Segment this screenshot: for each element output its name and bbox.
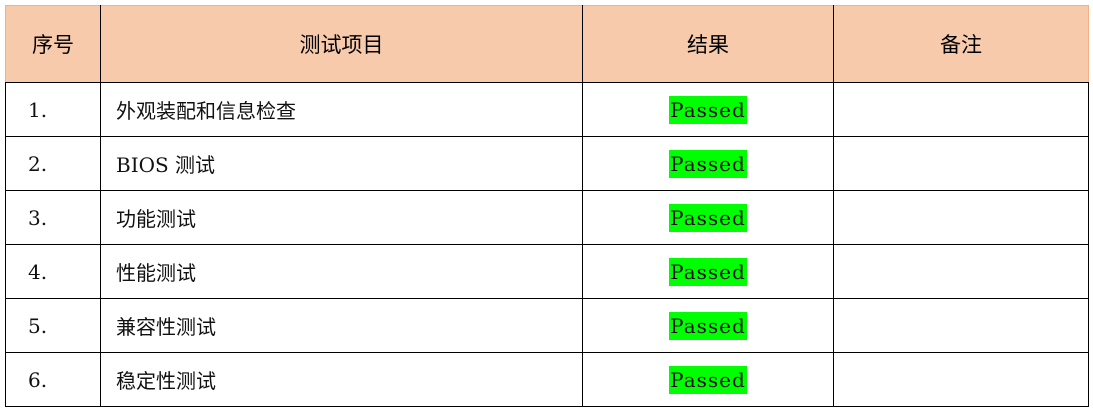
row-number: 5. (5, 298, 101, 353)
note-cell (833, 190, 1089, 245)
table-row: 2. BIOS 测试 Passed (5, 136, 1089, 191)
note-cell (833, 298, 1089, 353)
table-row: 3. 功能测试 Passed (5, 190, 1089, 245)
header-no: 序号 (5, 5, 101, 83)
note-cell (833, 136, 1089, 191)
test-item: 兼容性测试 (100, 298, 583, 353)
result-cell: Passed (582, 352, 834, 407)
passed-badge: Passed (669, 365, 747, 394)
table-row: 1. 外观装配和信息检查 Passed (5, 82, 1089, 137)
passed-badge: Passed (669, 95, 747, 124)
passed-badge: Passed (669, 149, 747, 178)
header-row: 序号 测试项目 结果 备注 (5, 5, 1089, 83)
result-cell: Passed (582, 190, 834, 245)
test-item: 稳定性测试 (100, 352, 583, 407)
note-cell (833, 82, 1089, 137)
passed-badge: Passed (669, 257, 747, 286)
header-result: 结果 (582, 5, 834, 83)
row-number: 3. (5, 190, 101, 245)
row-number: 2. (5, 136, 101, 191)
result-cell: Passed (582, 136, 834, 191)
result-cell: Passed (582, 82, 834, 137)
table-row: 4. 性能测试 Passed (5, 244, 1089, 299)
test-results-table: 序号 测试项目 结果 备注 1. 外观装配和信息检查 Passed 2. BIO… (5, 5, 1089, 407)
note-cell (833, 244, 1089, 299)
table-row: 6. 稳定性测试 Passed (5, 352, 1089, 407)
result-cell: Passed (582, 298, 834, 353)
header-note: 备注 (833, 5, 1089, 83)
row-number: 1. (5, 82, 101, 137)
note-cell (833, 352, 1089, 407)
row-number: 6. (5, 352, 101, 407)
test-item: BIOS 测试 (100, 136, 583, 191)
test-item: 性能测试 (100, 244, 583, 299)
test-item: 外观装配和信息检查 (100, 82, 583, 137)
test-item: 功能测试 (100, 190, 583, 245)
passed-badge: Passed (669, 311, 747, 340)
header-item: 测试项目 (100, 5, 583, 83)
passed-badge: Passed (669, 203, 747, 232)
row-number: 4. (5, 244, 101, 299)
result-cell: Passed (582, 244, 834, 299)
table-row: 5. 兼容性测试 Passed (5, 298, 1089, 353)
